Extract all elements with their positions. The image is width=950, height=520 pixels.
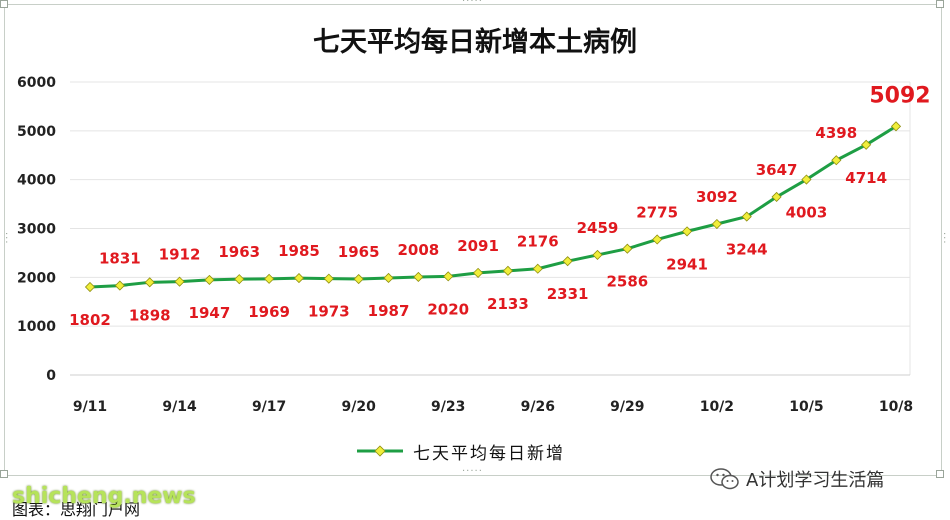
x-tick-label: 9/23: [431, 399, 465, 415]
resize-handle-top[interactable]: ·····: [462, 0, 483, 7]
x-tick-label: 9/20: [341, 399, 376, 415]
data-point: [562, 256, 573, 267]
data-label: 1912: [159, 246, 201, 264]
x-tick-label: 9/26: [521, 399, 555, 415]
data-label: 2941: [666, 255, 708, 273]
series-line: [89, 125, 897, 289]
legend: 七天平均每日新增: [355, 438, 565, 464]
data-point: [861, 139, 872, 150]
data-point: [681, 226, 693, 237]
data-label: 5092: [869, 83, 930, 108]
data-point: [293, 273, 305, 284]
x-tick-label: 10/5: [789, 399, 823, 415]
wechat-account-name: A计划学习生活篇: [746, 470, 885, 491]
resize-handle-bottom-right[interactable]: [936, 470, 944, 478]
data-label: 2775: [636, 203, 678, 221]
data-label: 2586: [606, 273, 648, 291]
x-tick-label: 9/29: [610, 399, 644, 415]
data-point: [323, 273, 334, 284]
data-point: [264, 273, 275, 284]
data-label: 2331: [547, 285, 589, 303]
data-label: 4714: [845, 169, 887, 187]
x-tick-label: 10/2: [700, 399, 734, 415]
image-caption: 图表：思翔门户网: [12, 500, 141, 519]
y-tick-label: 4000: [17, 173, 56, 189]
data-point: [234, 274, 245, 285]
y-tick-label: 3000: [17, 222, 56, 238]
y-tick-label: 1000: [17, 319, 56, 335]
wechat-badge: A计划学习生活篇: [710, 466, 884, 492]
data-point: [174, 276, 185, 287]
data-label: 1969: [248, 303, 290, 321]
data-label: 1965: [338, 243, 380, 261]
data-point: [114, 280, 125, 291]
x-tick-label: 10/8: [879, 399, 913, 415]
data-label: 2008: [397, 241, 439, 259]
x-tick-label: 9/11: [73, 399, 107, 415]
data-point: [502, 265, 513, 276]
y-tick-label: 2000: [17, 270, 56, 286]
resize-handle-left[interactable]: ···: [0, 232, 11, 245]
legend-label: 七天平均每日新增: [413, 443, 565, 464]
resize-handle-top-right[interactable]: [936, 0, 944, 8]
data-label: 1973: [308, 303, 350, 321]
y-tick-label: 5000: [17, 124, 56, 140]
data-label: 3244: [726, 241, 768, 259]
data-point: [204, 274, 215, 285]
data-point: [532, 263, 543, 274]
data-point: [890, 121, 902, 132]
data-point: [84, 281, 96, 293]
data-label: 2091: [457, 237, 499, 255]
data-point: [383, 272, 394, 284]
data-label: 2020: [427, 300, 469, 318]
data-point: [622, 243, 633, 254]
resize-handle-top-left[interactable]: [0, 0, 8, 8]
chart-title: 七天平均每日新增本土病例: [313, 27, 637, 58]
data-label: 2133: [487, 295, 529, 313]
data-label: 2459: [577, 219, 619, 237]
resize-handle-right[interactable]: ···: [938, 232, 949, 245]
data-point: [353, 273, 364, 285]
data-label: 1947: [189, 304, 231, 322]
data-label: 1963: [218, 243, 260, 261]
legend-swatch: [357, 445, 403, 457]
data-point: [771, 191, 782, 202]
x-tick-label: 9/14: [162, 399, 197, 415]
data-label: 3092: [696, 188, 738, 206]
data-label: 1987: [368, 302, 410, 320]
data-point: [652, 234, 663, 245]
data-label: 2176: [517, 233, 559, 251]
data-label: 1831: [99, 250, 141, 268]
data-point: [443, 271, 454, 282]
resize-handle-bottom-left[interactable]: [0, 470, 8, 478]
data-point: [144, 277, 155, 288]
resize-handle-bottom[interactable]: ·····: [462, 466, 483, 477]
y-tick-label: 6000: [17, 75, 56, 91]
y-tick-label: 0: [46, 368, 56, 384]
data-label: 4003: [786, 204, 828, 222]
data-point: [801, 174, 812, 185]
x-tick-label: 9/17: [252, 399, 286, 415]
data-point: [831, 155, 842, 166]
data-point: [741, 211, 752, 222]
data-label: 1898: [129, 306, 171, 324]
watermark: shicheng.news: [12, 484, 196, 509]
data-label: 4398: [815, 124, 857, 142]
data-label: 1802: [69, 311, 111, 329]
chart-frame: [4, 4, 942, 476]
data-point: [592, 249, 603, 260]
wechat-icon: [710, 468, 739, 490]
data-point: [711, 218, 722, 230]
data-point: [473, 267, 484, 278]
data-point: [413, 271, 424, 283]
data-label: 3647: [756, 161, 798, 179]
data-label: 1985: [278, 242, 320, 260]
